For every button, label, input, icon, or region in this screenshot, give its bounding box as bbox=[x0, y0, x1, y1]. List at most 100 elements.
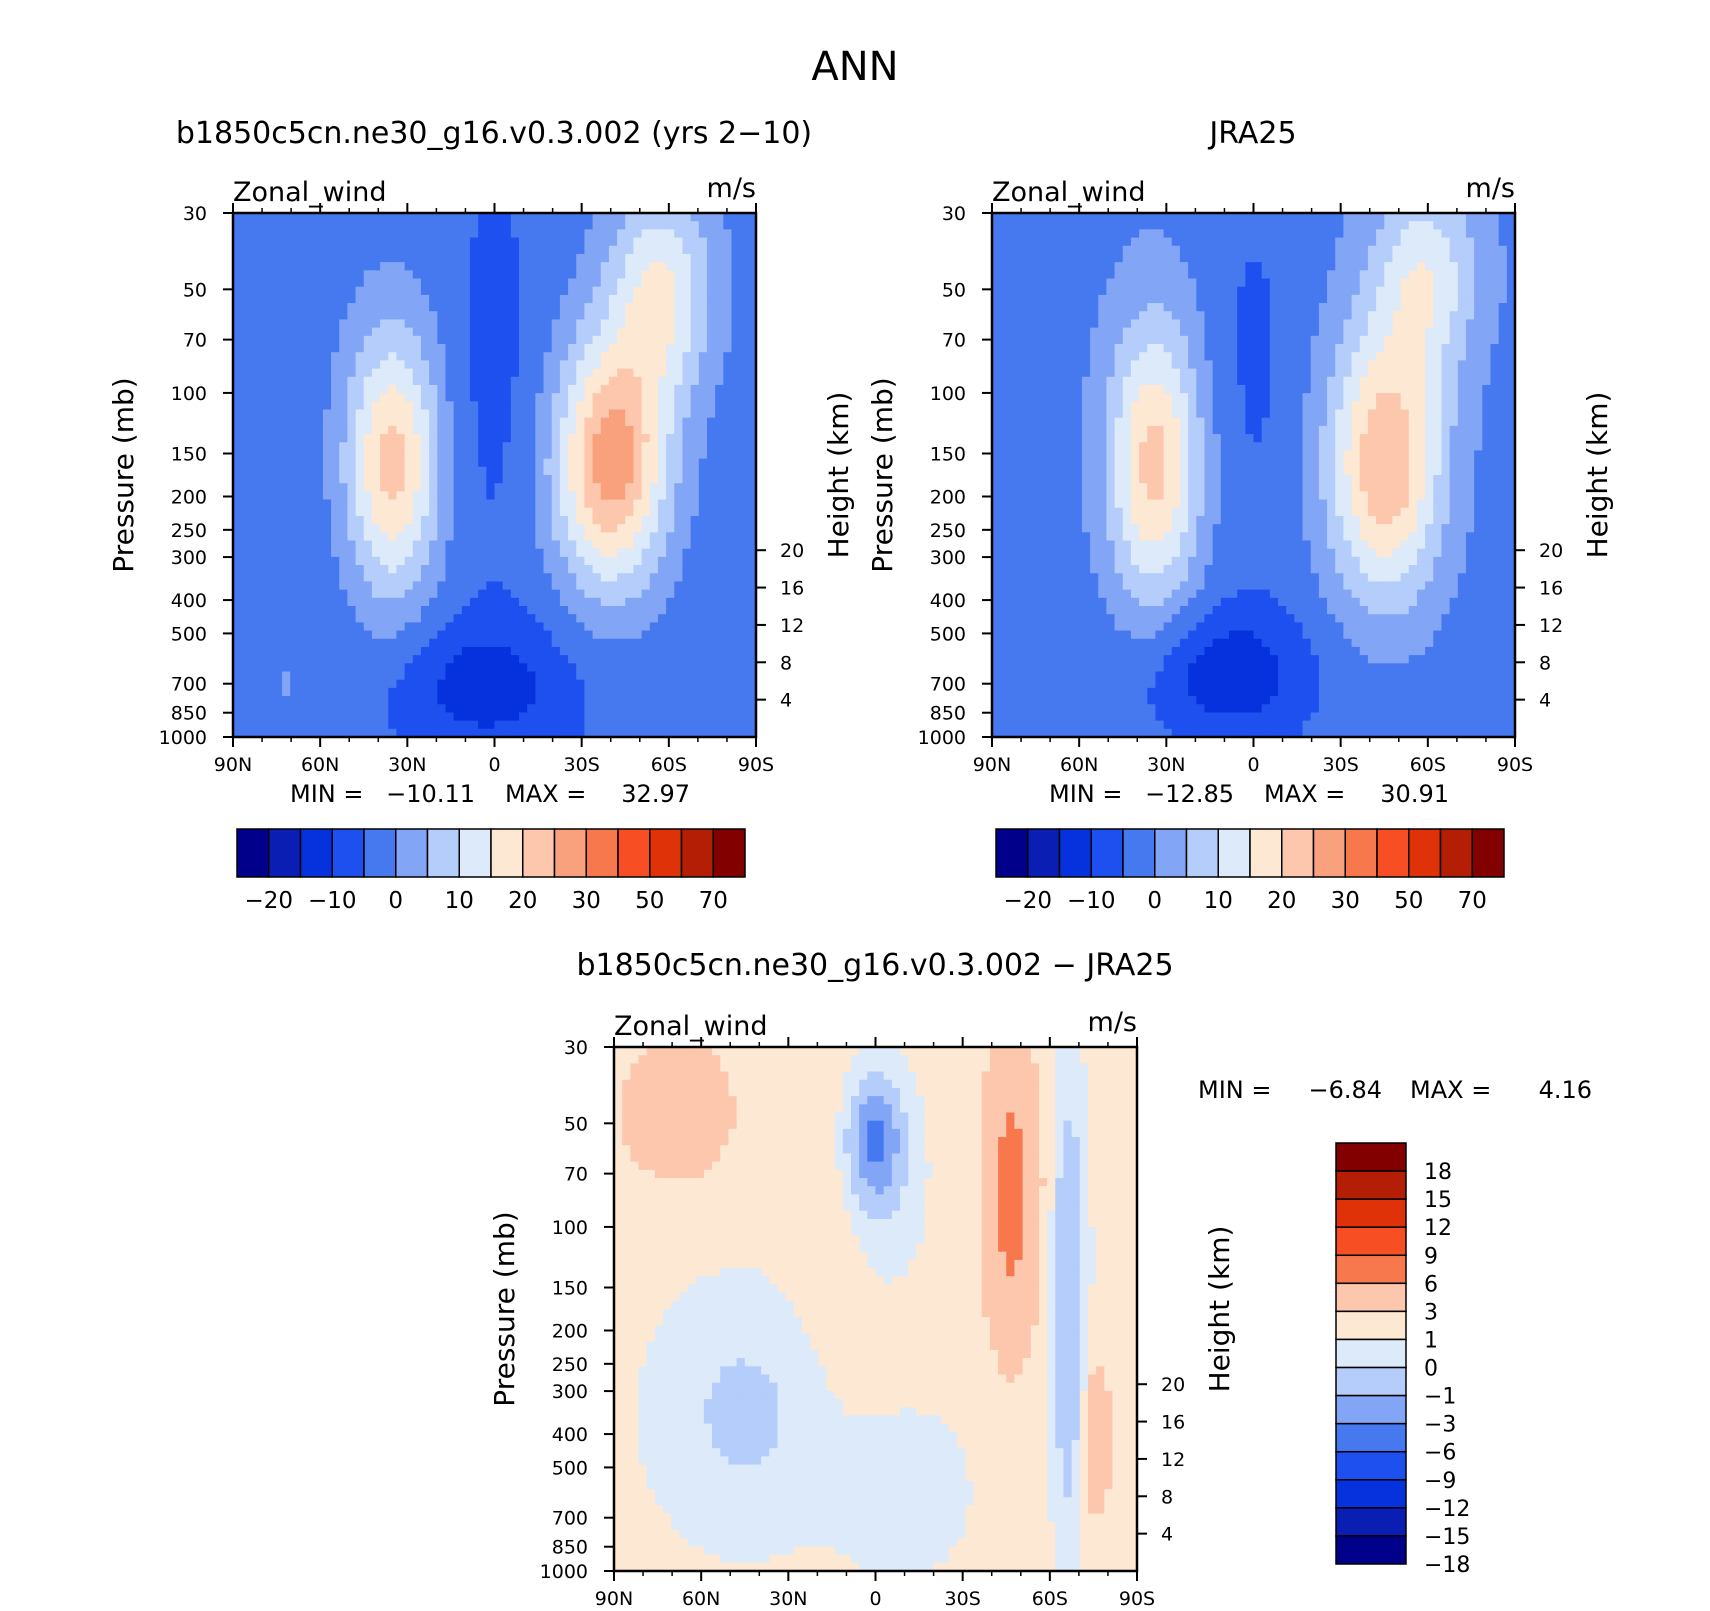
field-cell bbox=[666, 499, 675, 509]
field-cell bbox=[282, 213, 291, 222]
field-cell bbox=[641, 245, 651, 255]
field-cell bbox=[486, 655, 496, 664]
field-cell bbox=[1196, 237, 1206, 247]
field-cell bbox=[617, 344, 626, 353]
field-cell bbox=[617, 524, 626, 533]
field-cell bbox=[1269, 245, 1279, 255]
field-cell bbox=[649, 589, 659, 599]
field-cell bbox=[331, 540, 340, 550]
field-cell bbox=[233, 262, 242, 271]
field-cell bbox=[706, 573, 716, 583]
field-cell bbox=[715, 687, 724, 697]
field-cell bbox=[559, 532, 569, 542]
field-cell bbox=[445, 728, 455, 738]
field-cell bbox=[461, 597, 471, 607]
field-cell bbox=[494, 286, 504, 296]
field-cell bbox=[273, 213, 283, 222]
field-cell bbox=[568, 548, 577, 558]
field-cell bbox=[519, 646, 528, 656]
field-cell bbox=[469, 352, 479, 361]
field-cell bbox=[568, 409, 577, 419]
field-cell bbox=[371, 401, 381, 411]
field-cell bbox=[1081, 294, 1091, 304]
field-cell bbox=[453, 679, 463, 689]
field-cell bbox=[396, 319, 406, 329]
field-cell bbox=[559, 597, 569, 607]
field-cell bbox=[706, 483, 716, 492]
field-cell bbox=[584, 278, 594, 288]
field-cell bbox=[339, 335, 348, 345]
field-cell bbox=[502, 376, 512, 386]
field-cell bbox=[314, 458, 324, 468]
field-cell bbox=[698, 679, 708, 689]
field-cell bbox=[1196, 245, 1206, 255]
field-cell bbox=[363, 450, 373, 460]
field-cell bbox=[1359, 245, 1369, 255]
field-cell bbox=[666, 630, 675, 640]
field-cell bbox=[731, 614, 741, 623]
field-cell bbox=[592, 548, 602, 558]
field-cell bbox=[355, 581, 365, 591]
field-cell bbox=[747, 696, 757, 705]
y-axis-label: Pressure (mb) bbox=[107, 377, 140, 572]
field-cell bbox=[494, 491, 504, 501]
field-cell bbox=[347, 352, 357, 361]
field-cell bbox=[568, 450, 577, 460]
field-cell bbox=[404, 425, 414, 435]
field-cell bbox=[429, 671, 438, 681]
field-cell bbox=[592, 614, 602, 623]
field-cell bbox=[592, 278, 602, 288]
field-cell bbox=[461, 532, 471, 542]
field-cell bbox=[633, 491, 643, 501]
field-cell bbox=[445, 384, 455, 394]
field-cell bbox=[1065, 262, 1075, 271]
field-cell bbox=[641, 687, 651, 697]
field-cell bbox=[355, 393, 365, 402]
field-cell bbox=[388, 221, 398, 230]
field-cell bbox=[404, 720, 414, 730]
field-cell bbox=[1506, 294, 1516, 304]
field-cell bbox=[1155, 245, 1165, 255]
field-cell bbox=[380, 335, 389, 345]
field-cell bbox=[1441, 270, 1451, 280]
field-cell bbox=[1384, 221, 1394, 230]
field-cell bbox=[241, 335, 250, 345]
field-cell bbox=[469, 327, 479, 337]
field-cell bbox=[469, 606, 479, 615]
field-cell bbox=[731, 515, 741, 525]
field-cell bbox=[249, 712, 259, 722]
field-cell bbox=[625, 344, 635, 353]
field-cell bbox=[649, 687, 659, 697]
field-cell bbox=[453, 720, 463, 730]
field-cell bbox=[600, 614, 610, 623]
field-cell bbox=[1073, 286, 1083, 296]
field-cell bbox=[690, 540, 700, 550]
field-cell bbox=[1498, 229, 1508, 239]
field-cell bbox=[649, 532, 659, 542]
field-cell bbox=[576, 417, 585, 427]
field-cell bbox=[306, 286, 316, 296]
field-cell bbox=[600, 344, 610, 353]
field-cell bbox=[486, 687, 496, 697]
field-cell bbox=[257, 606, 267, 615]
stats: MIN = −10.11 MAX = 32.97 bbox=[290, 780, 690, 808]
field-cell bbox=[527, 262, 536, 271]
field-cell bbox=[339, 671, 348, 681]
field-cell bbox=[404, 319, 414, 329]
field-cell bbox=[249, 221, 259, 230]
field-cell bbox=[363, 581, 373, 591]
field-cell bbox=[1245, 270, 1255, 280]
field-cell bbox=[339, 319, 348, 329]
field-cell bbox=[469, 638, 479, 648]
field-cell bbox=[723, 425, 733, 435]
field-cell bbox=[494, 311, 504, 321]
field-cell bbox=[404, 237, 414, 247]
field-cell bbox=[339, 327, 348, 337]
field-cell bbox=[559, 311, 569, 321]
field-cell bbox=[666, 303, 675, 312]
field-cell bbox=[265, 679, 275, 689]
field-cell bbox=[682, 728, 692, 738]
field-cell bbox=[715, 253, 724, 263]
field-cell bbox=[257, 581, 267, 591]
field-cell bbox=[723, 360, 733, 370]
